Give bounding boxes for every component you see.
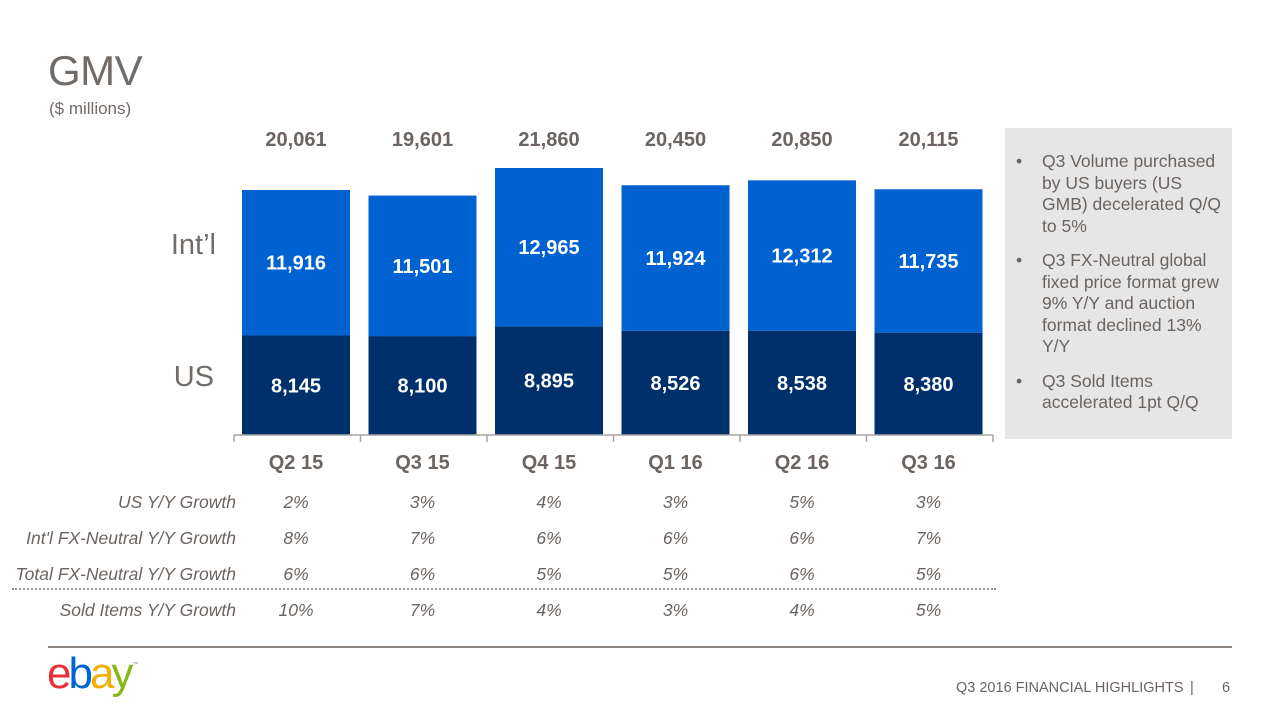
growth-value: 5%	[789, 492, 815, 512]
growth-value: 4%	[536, 600, 562, 620]
bar-intl-2	[495, 168, 603, 327]
growth-row-label: Int'l FX-Neutral Y/Y Growth	[26, 528, 236, 548]
growth-row-label: Sold Items Y/Y Growth	[59, 600, 236, 620]
growth-row: Sold Items Y/Y Growth 10% 7% 4% 3% 4% 5%	[0, 596, 1000, 622]
growth-value: 6%	[409, 564, 436, 584]
growth-value: 4%	[789, 600, 815, 620]
growth-row: US Y/Y Growth 2% 3% 4% 3% 5% 3%	[0, 488, 1000, 514]
highlight-bullet: • Q3 FX-Neutral global fixed price format…	[1005, 250, 1224, 358]
label-intl-3: 11,924	[645, 248, 706, 270]
growth-value: 6%	[662, 528, 689, 548]
page-number: 6	[1222, 680, 1231, 696]
highlight-text: Q3 Sold Items accelerated 1pt Q/Q	[1042, 370, 1199, 413]
growth-value: 3%	[409, 492, 436, 512]
legend-us-label: US	[174, 361, 214, 393]
logo-letter-a: a	[89, 649, 115, 698]
bar-us-4	[748, 330, 856, 435]
bar-us-1	[368, 336, 477, 435]
logo-letter-e: e	[47, 649, 72, 698]
growth-value: 10%	[278, 600, 314, 620]
label-intl-5: 11,735	[898, 251, 958, 273]
bar-intl-0	[242, 189, 350, 336]
growth-value: 5%	[915, 564, 942, 584]
footer-divider	[48, 646, 1232, 648]
bar-us-0	[242, 335, 350, 435]
label-us-5: 8,380	[903, 374, 953, 396]
highlights-box: • Q3 Volume purchased by US buyers (US GM…	[1005, 128, 1232, 439]
logo-letter-b: b	[68, 649, 93, 698]
label-intl-1: 11,501	[392, 256, 452, 278]
x-tick-label-4: Q2 16	[775, 452, 829, 474]
bullet-icon: •	[1016, 370, 1023, 391]
trademark-icon: ™	[132, 662, 139, 668]
table-divider	[12, 588, 996, 590]
growth-row-label: US Y/Y Growth	[117, 492, 236, 512]
highlight-text: Q3 Volume purchased by US buyers (US GMB…	[1042, 151, 1221, 236]
growth-value: 6%	[283, 564, 309, 584]
growth-row: Total FX-Neutral Y/Y Growth 6% 6% 5% 5% 6% 5%	[0, 560, 1000, 586]
growth-value: 3%	[662, 600, 689, 620]
x-tick-label-5: Q3 16	[901, 452, 955, 474]
x-tick-label-2: Q4 15	[522, 452, 576, 474]
total-label-3: 20,450	[645, 129, 706, 151]
logo-letter-y: y	[111, 649, 133, 698]
bar-us-2	[495, 326, 603, 435]
bullet-icon: •	[1016, 250, 1023, 270]
growth-value: 3%	[915, 492, 942, 512]
growth-value: 7%	[409, 600, 436, 620]
footer-separator: |	[1190, 680, 1194, 696]
label-us-1: 8,100	[397, 376, 447, 398]
bar-intl-4	[748, 180, 856, 331]
bar-intl-5	[874, 189, 983, 333]
ebay-logo: ebay ™	[47, 649, 139, 698]
bar-intl-3	[621, 185, 730, 331]
growth-row-label: Total FX-Neutral Y/Y Growth	[15, 564, 236, 584]
growth-value: 6%	[789, 528, 815, 548]
x-tick-label-1: Q3 15	[395, 452, 449, 474]
x-tick-label-3: Q1 16	[648, 452, 702, 474]
x-tick-label-0: Q2 15	[269, 452, 323, 474]
total-label-1: 19,601	[392, 129, 453, 151]
growth-value: 7%	[915, 528, 942, 548]
label-intl-2: 12,965	[518, 237, 579, 259]
total-label-4: 20,850	[771, 129, 832, 151]
page-title: GMV	[48, 47, 143, 94]
growth-value: 5%	[915, 600, 942, 620]
growth-row: Int'l FX-Neutral Y/Y Growth 8% 7% 6% 6% 6% 7%	[0, 524, 1000, 550]
gmv-stacked-bar-chart: 20,061 19,601 21,860 20,450 20,850 20,115 8,1…	[171, 129, 994, 474]
footer-title: Q3 2016 FINANCIAL HIGHLIGHTS	[956, 680, 1184, 696]
bar-intl-1	[368, 195, 477, 337]
legend-intl-label: Int’l	[171, 229, 216, 261]
label-us-2: 8,895	[524, 371, 574, 393]
label-us-0: 8,145	[271, 375, 321, 397]
growth-value: 3%	[662, 492, 689, 512]
growth-value: 8%	[283, 528, 309, 548]
growth-value: 7%	[409, 528, 436, 548]
bullet-icon: •	[1016, 151, 1023, 171]
growth-value: 6%	[536, 528, 562, 548]
highlight-text: Q3 FX-Neutral global fixed price format …	[1042, 250, 1220, 356]
page-subtitle: ($ millions)	[49, 99, 132, 118]
total-label-0: 20,061	[265, 129, 326, 151]
label-us-4: 8,538	[777, 373, 827, 395]
total-label-5: 20,115	[898, 129, 958, 151]
growth-value: 4%	[536, 492, 562, 512]
label-us-3: 8,526	[650, 373, 700, 395]
growth-value: 5%	[662, 564, 689, 584]
bar-us-5	[874, 332, 983, 435]
bar-us-3	[621, 330, 730, 435]
label-intl-0: 11,916	[266, 253, 326, 275]
highlight-bullet: • Q3 Sold Items accelerated 1pt Q/Q	[1005, 371, 1224, 414]
label-intl-4: 12,312	[771, 246, 832, 268]
growth-value: 2%	[283, 492, 309, 512]
total-label-2: 21,860	[518, 129, 579, 151]
growth-value: 5%	[536, 564, 562, 584]
growth-value: 6%	[789, 564, 815, 584]
highlight-bullet: • Q3 Volume purchased by US buyers (US GM…	[1005, 151, 1224, 237]
